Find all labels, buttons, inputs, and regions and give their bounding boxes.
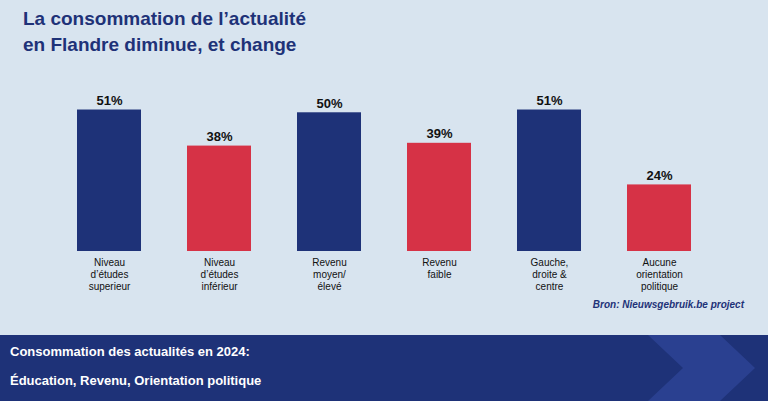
svg-text:51%: 51% <box>536 93 562 108</box>
svg-text:38%: 38% <box>206 129 232 144</box>
svg-text:24%: 24% <box>646 168 672 183</box>
svg-text:Niveaud’étudesinférieur: Niveaud’étudesinférieur <box>201 257 239 292</box>
html-text:Éducation, Revenu, Orientation: Éducation, Revenu, Orientation politique <box>10 373 262 388</box>
svg-text:39%: 39% <box>426 127 452 142</box>
html-text:La consommation de l’actualité: La consommation de l’actualité en Flandr… <box>23 8 306 55</box>
html-text:Bron: Nieuwsgebruik.be project: Bron: Nieuwsgebruik.be project <box>592 299 744 311</box>
svg-text:50%: 50% <box>316 96 342 111</box>
svg-text:Niveaud’étudessuperieur: Niveaud’étudessuperieur <box>89 257 131 292</box>
svg-text:51%: 51% <box>96 93 122 108</box>
svg-text:Revenufaible: Revenufaible <box>422 257 456 280</box>
svg-text:Aucuneorientationpolitique: Aucuneorientationpolitique <box>636 257 683 292</box>
html-text:Consommation des actualités en: Consommation des actualités en 2024: <box>10 344 250 359</box>
svg-text:Gauche,droite &centre: Gauche,droite &centre <box>531 257 569 292</box>
svg-text:Revenumoyen/élevé: Revenumoyen/élevé <box>312 257 346 292</box>
